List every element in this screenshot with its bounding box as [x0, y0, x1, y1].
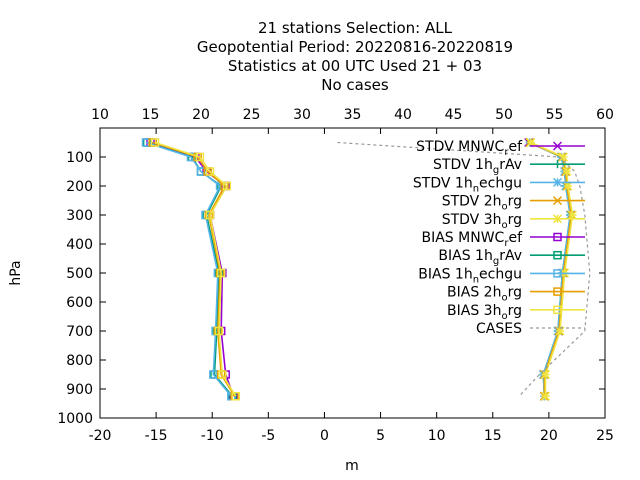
y-tick-label: 700	[66, 324, 93, 340]
y-tick-label: 500	[66, 266, 93, 282]
title-line-3: Statistics at 00 UTC Used 21 + 03	[228, 57, 482, 75]
data-point	[195, 152, 205, 162]
data-point	[216, 268, 226, 278]
data-point	[562, 166, 572, 177]
y-tick-label: 900	[66, 382, 93, 398]
legend-entry: STDV 2horg	[442, 194, 585, 213]
x2-tick-label: 20	[192, 107, 210, 123]
legend-label: STDV 1hgrAv	[433, 157, 522, 176]
data-point	[214, 326, 224, 336]
legend-marker	[552, 196, 563, 206]
series-line	[154, 141, 237, 397]
x2-tick-label: 25	[243, 107, 261, 123]
legend-marker	[553, 232, 562, 242]
x2-tick-label: 45	[445, 107, 463, 123]
x2-tick-label: 60	[596, 107, 614, 123]
series-line	[337, 141, 591, 397]
x-tick-label: 10	[428, 428, 446, 444]
legend-entry: STDV 1hnechgu	[413, 175, 585, 194]
legend-entry: BIAS 1hgrAv	[438, 248, 585, 267]
x2-tick-label: 35	[344, 107, 362, 123]
y-tick-label: 100	[66, 150, 93, 166]
x2-tick-label: 40	[394, 107, 412, 123]
data-point	[567, 210, 577, 220]
y-tick-label: 400	[66, 237, 93, 253]
legend-entry: STDV 1hgrAv	[433, 157, 585, 176]
legend-marker	[552, 214, 563, 224]
legend-marker	[553, 287, 562, 296]
legend-entry: STDV 3horg	[442, 212, 585, 231]
legend-marker	[552, 177, 563, 187]
y-tick-label: 200	[66, 179, 93, 195]
title-line-4: No cases	[321, 76, 389, 94]
data-point	[558, 152, 569, 162]
legend-label: CASES	[476, 321, 522, 337]
data-point	[218, 370, 227, 379]
x-tick-label: 5	[376, 428, 385, 444]
x-axis-label: m	[345, 458, 359, 474]
x2-tick-label: 55	[546, 107, 564, 123]
x2-tick-label: 10	[91, 107, 109, 123]
legend-marker	[553, 269, 562, 278]
x-tick-label: 0	[320, 428, 329, 444]
x2-tick-label: 50	[495, 107, 513, 123]
chart-title: 21 stations Selection: ALL Geopotential …	[197, 19, 513, 94]
legend-label: STDV 2horg	[442, 194, 522, 213]
x2-tick-label: 30	[293, 107, 311, 123]
data-point	[526, 137, 536, 148]
data-point	[222, 181, 232, 191]
y-tick-label: 1000	[57, 411, 93, 427]
legend-label: BIAS 1hnechgu	[418, 266, 522, 285]
legend-label: STDV 3horg	[442, 212, 522, 231]
x-tick-label: -20	[89, 428, 112, 444]
series-line	[152, 141, 236, 397]
x-tick-label: -5	[261, 428, 275, 444]
series-10	[337, 141, 591, 397]
legend-entry: BIAS 1hnechgu	[418, 266, 585, 285]
legend-label: BIAS 1hgrAv	[438, 248, 522, 267]
x2-tick-label: 15	[142, 107, 160, 123]
x-tick-label: -10	[201, 428, 224, 444]
x-tick-label: 15	[484, 428, 502, 444]
axes: -20 -15 -10 -5 0 5 10 15 20 25 10 15 20 25 30 35 40 45 50 5…	[57, 107, 614, 444]
legend-marker	[553, 250, 562, 260]
legend-entry: STDV MNWCref	[416, 139, 585, 158]
y-tick-label: 800	[66, 353, 93, 369]
data-point	[540, 391, 551, 401]
legend-entry: CASES	[476, 321, 585, 337]
legend-label: BIAS 2horg	[447, 285, 522, 304]
legend-label: STDV MNWCref	[416, 139, 523, 158]
data-point	[563, 181, 573, 191]
legend-label: BIAS 3horg	[447, 303, 522, 322]
data-point	[231, 392, 241, 401]
legend-marker	[553, 305, 562, 315]
title-line-2: Geopotential Period: 20220816-20220819	[197, 38, 513, 56]
x-tick-label: 25	[596, 428, 614, 444]
data-point	[150, 138, 160, 147]
legend-label: BIAS MNWCref	[422, 230, 524, 249]
y-tick-label: 600	[66, 295, 93, 311]
x-tick-label: -15	[145, 428, 168, 444]
data-point	[205, 210, 215, 220]
plot-frame	[99, 127, 606, 419]
data-point	[209, 370, 218, 379]
legend-entry: BIAS MNWCref	[422, 230, 585, 249]
x-tick-label: 20	[540, 428, 558, 444]
legend-entry: BIAS 2horg	[447, 285, 585, 304]
y-tick-label: 300	[66, 208, 93, 224]
plot-area	[141, 137, 591, 401]
y-axis-label: hPa	[8, 260, 24, 285]
series-9	[150, 138, 241, 401]
data-point	[205, 167, 215, 176]
legend-marker	[553, 160, 562, 169]
series-4	[526, 137, 577, 401]
legend-marker	[552, 141, 563, 151]
title-line-1: 21 stations Selection: ALL	[258, 19, 453, 37]
legend-label: STDV 1hnechgu	[413, 175, 522, 194]
legend-entry: BIAS 3horg	[447, 303, 585, 322]
